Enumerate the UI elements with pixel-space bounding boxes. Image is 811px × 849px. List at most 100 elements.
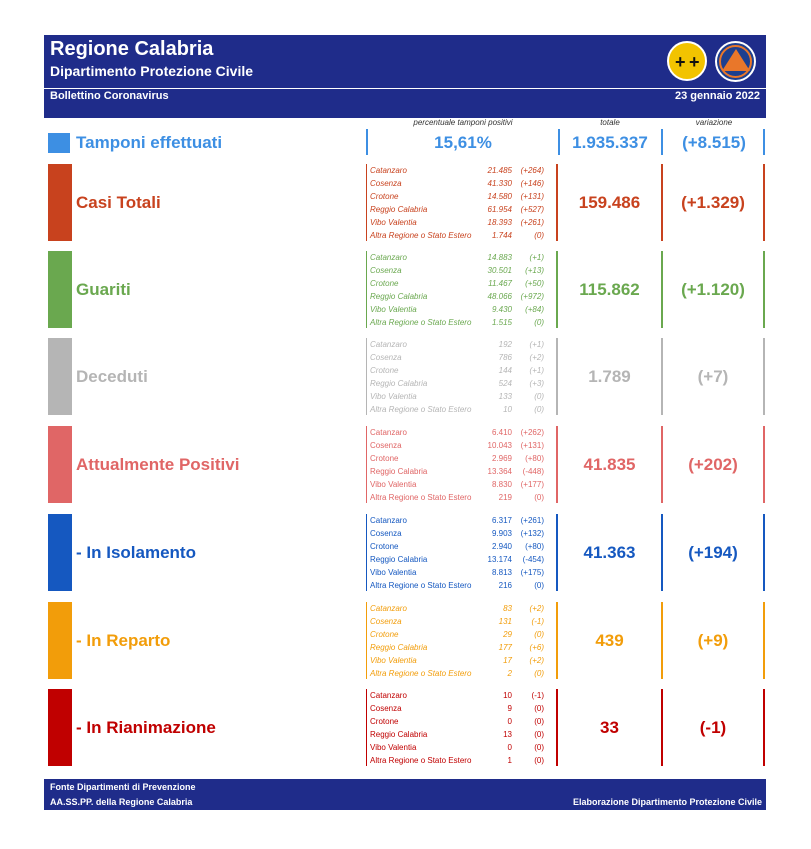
category-total: 41.363 — [583, 543, 636, 562]
province-delta: (0) — [534, 743, 544, 752]
province-list: Catanzaro 21.485 (+264) Cosenza 41.330 (+146)… — [370, 166, 556, 244]
bulletin-title: Bollettino Coronavirus — [50, 90, 169, 102]
province-line: Catanzaro 6.410 (+262) — [370, 428, 556, 441]
province-line: Altra Regione o Stato Estero 10 (0) — [370, 405, 556, 418]
province-name: Crotone — [370, 192, 399, 201]
category-color-block — [48, 602, 72, 679]
province-value: 14.580 — [487, 192, 512, 201]
province-delta: (+264) — [520, 166, 544, 175]
province-value: 0 — [507, 717, 512, 726]
column-divider — [763, 602, 765, 679]
column-divider — [366, 251, 367, 328]
column-header-variation: variazione — [695, 118, 733, 127]
province-delta: (+527) — [520, 205, 544, 214]
province-delta: (+1) — [529, 253, 544, 262]
province-line: Reggio Calabria 524 (+3) — [370, 379, 556, 392]
province-value: 13.364 — [487, 467, 512, 476]
category-row: - In Isolamento Catanzaro 6.317 (+261) Cosen… — [44, 514, 766, 594]
province-name: Cosenza — [370, 179, 402, 188]
province-value: 177 — [498, 643, 512, 652]
category-variation: (+194) — [688, 543, 738, 562]
tamponi-divider — [366, 129, 368, 155]
province-delta: (+1) — [529, 366, 544, 375]
province-line: Altra Regione o Stato Estero 219 (0) — [370, 493, 556, 506]
category-variation: (+7) — [697, 367, 729, 386]
province-value: 144 — [498, 366, 512, 375]
province-value: 219 — [498, 493, 512, 502]
province-delta: (+80) — [525, 454, 544, 463]
province-delta: (-454) — [522, 555, 544, 564]
column-divider — [366, 689, 367, 766]
province-delta: (+261) — [520, 218, 544, 227]
province-value: 9.903 — [491, 529, 512, 538]
province-line: Altra Regione o Stato Estero 1 (0) — [370, 756, 556, 769]
category-color-block — [48, 426, 72, 503]
column-divider — [763, 251, 765, 328]
source-line-2: AA.SS.PP. della Regione Calabria — [50, 797, 193, 807]
province-line: Cosenza 41.330 (+146) — [370, 179, 556, 192]
province-value: 8.813 — [491, 568, 512, 577]
province-list: Catanzaro 14.883 (+1) Cosenza 30.501 (+13) Cro… — [370, 253, 556, 331]
province-line: Catanzaro 83 (+2) — [370, 604, 556, 617]
province-delta: (0) — [534, 392, 544, 401]
province-name: Crotone — [370, 366, 399, 375]
province-name: Altra Regione o Stato Estero — [370, 756, 472, 765]
province-delta: (+2) — [529, 604, 544, 613]
province-name: Altra Regione o Stato Estero — [370, 669, 472, 678]
province-delta: (0) — [534, 581, 544, 590]
province-list: Catanzaro 83 (+2) Cosenza 131 (-1) Crotone 29 (0… — [370, 604, 556, 682]
province-delta: (+6) — [529, 643, 544, 652]
province-delta: (+132) — [520, 529, 544, 538]
province-line: Catanzaro 192 (+1) — [370, 340, 556, 353]
category-variation: (-1) — [699, 718, 727, 737]
category-label: Guariti — [76, 280, 131, 299]
province-name: Altra Regione o Stato Estero — [370, 581, 472, 590]
column-divider — [366, 164, 367, 241]
province-delta: (-1) — [531, 691, 544, 700]
province-name: Vibo Valentia — [370, 743, 417, 752]
province-line: Catanzaro 14.883 (+1) — [370, 253, 556, 266]
category-row: Casi Totali Catanzaro 21.485 (+264) Cosenza 4… — [44, 164, 766, 244]
bulletin-bar: Bollettino Coronavirus 23 gennaio 2022 — [44, 88, 766, 104]
province-name: Cosenza — [370, 353, 402, 362]
column-divider — [661, 514, 663, 591]
category-variation: (+1.120) — [681, 280, 745, 299]
province-delta: (+13) — [525, 266, 544, 275]
province-line: Reggio Calabria 61.954 (+527) — [370, 205, 556, 218]
province-line: Cosenza 9.903 (+132) — [370, 529, 556, 542]
province-line: Cosenza 131 (-1) — [370, 617, 556, 630]
column-divider — [763, 426, 765, 503]
tamponi-label: Tamponi effettuati — [76, 133, 223, 152]
province-value: 17 — [503, 656, 512, 665]
province-line: Reggio Calabria 13 (0) — [370, 730, 556, 743]
province-line: Cosenza 30.501 (+13) — [370, 266, 556, 279]
province-delta: (+146) — [520, 179, 544, 188]
column-divider — [556, 164, 558, 241]
province-list: Catanzaro 192 (+1) Cosenza 786 (+2) Crotone 144… — [370, 340, 556, 418]
province-line: Crotone 144 (+1) — [370, 366, 556, 379]
column-divider — [556, 251, 558, 328]
province-line: Cosenza 786 (+2) — [370, 353, 556, 366]
province-value: 10 — [503, 405, 512, 414]
province-value: 18.393 — [487, 218, 512, 227]
category-variation: (+9) — [697, 631, 729, 650]
province-line: Crotone 2.940 (+80) — [370, 542, 556, 555]
category-color-block — [48, 338, 72, 415]
province-value: 216 — [498, 581, 512, 590]
column-header-pct: percentuale tamponi positivi — [413, 118, 513, 127]
province-name: Catanzaro — [370, 253, 407, 262]
province-value: 30.501 — [487, 266, 512, 275]
province-value: 1.744 — [491, 231, 512, 240]
province-name: Cosenza — [370, 704, 402, 713]
province-delta: (+3) — [529, 379, 544, 388]
province-value: 1 — [507, 756, 512, 765]
province-delta: (0) — [534, 231, 544, 240]
category-label: - In Isolamento — [76, 543, 196, 562]
column-divider — [763, 338, 765, 415]
province-delta: (0) — [534, 730, 544, 739]
category-color-block — [48, 164, 72, 241]
province-line: Reggio Calabria 48.066 (+972) — [370, 292, 556, 305]
province-name: Altra Regione o Stato Estero — [370, 493, 472, 502]
province-line: Cosenza 10.043 (+131) — [370, 441, 556, 454]
